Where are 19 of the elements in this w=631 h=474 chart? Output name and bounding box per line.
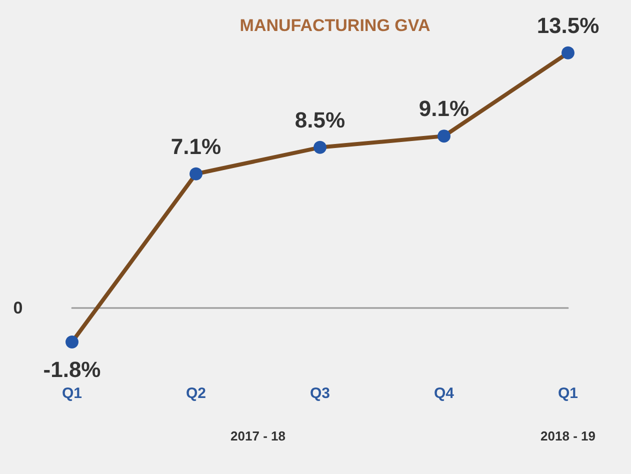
data-label: 7.1% [170,134,222,159]
x-tick-label: Q3 [310,385,330,402]
point [66,336,78,349]
x-tick-label: Q2 [186,385,206,402]
data-label: 13.5% [536,12,600,38]
chart-title: MANUFACTURING GVA [240,16,430,35]
x-tick-label: Q4 [434,385,455,402]
point [562,46,574,60]
x-tick-label: Q1 [558,385,578,402]
data-label: 8.5% [294,107,346,132]
text: 2017 - 18 [230,428,286,444]
point [190,167,202,180]
data-label: 9.1% [418,96,470,122]
point [314,140,326,154]
point [438,130,450,143]
text: 2018 - 19 [540,428,596,444]
data-label: -1.8% [43,357,101,382]
text: 0 [13,298,23,318]
x-tick-label: Q1 [62,385,82,402]
